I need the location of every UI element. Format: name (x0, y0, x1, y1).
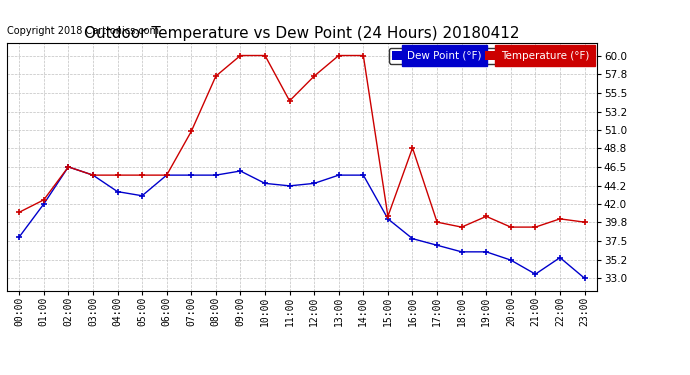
Title: Outdoor Temperature vs Dew Point (24 Hours) 20180412: Outdoor Temperature vs Dew Point (24 Hou… (84, 26, 520, 40)
Text: Copyright 2018 Cartronics.com: Copyright 2018 Cartronics.com (7, 26, 159, 36)
Legend: Dew Point (°F), Temperature (°F): Dew Point (°F), Temperature (°F) (389, 48, 591, 63)
